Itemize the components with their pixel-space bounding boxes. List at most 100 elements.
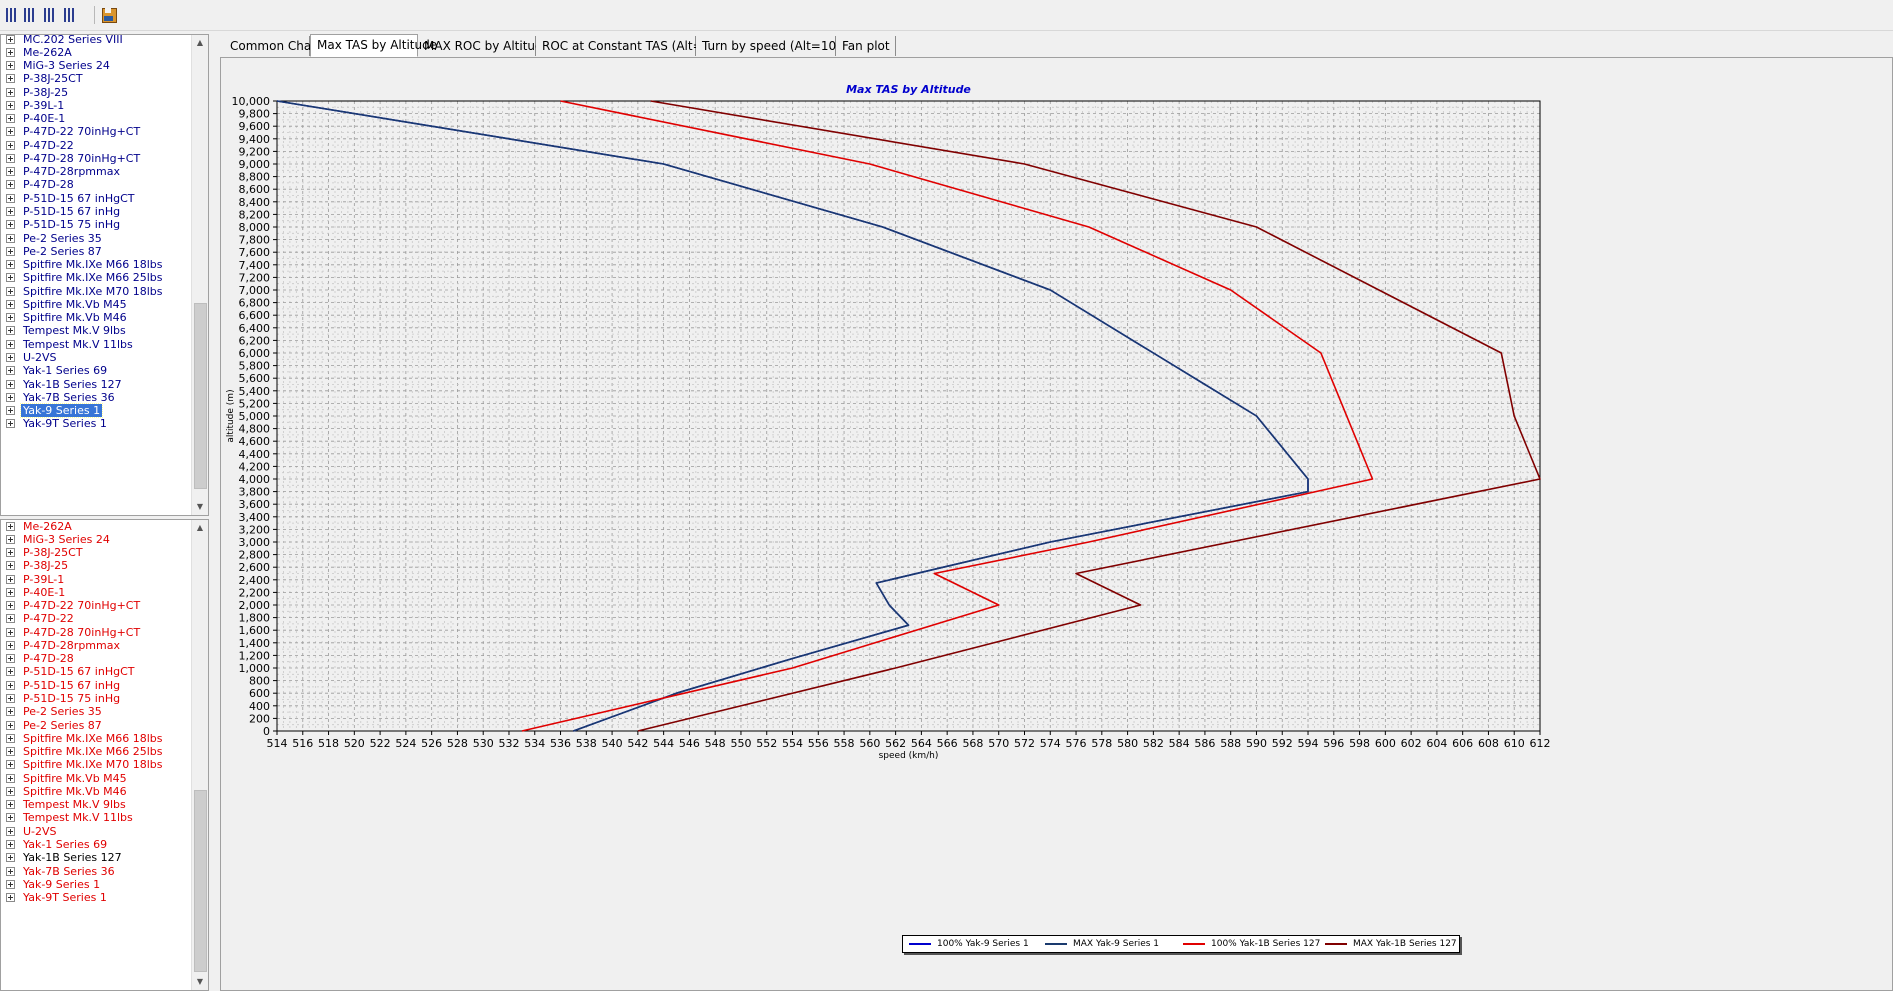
tab-fan-plot[interactable]: Fan plot	[836, 36, 896, 56]
expand-plus-icon[interactable]	[6, 548, 15, 558]
tree-item[interactable]: Yak-1 Series 69	[6, 836, 109, 851]
expand-plus-icon[interactable]	[6, 260, 15, 270]
expand-plus-icon[interactable]	[6, 180, 15, 190]
expand-plus-icon[interactable]	[6, 720, 15, 730]
expand-plus-icon[interactable]	[6, 87, 15, 97]
aircraft-tree-top[interactable]: ▲ ▼ MC.202 Series VIII Me-262A MiG-3 Serie…	[0, 34, 209, 516]
scroll-up-icon[interactable]: ▲	[196, 38, 204, 47]
tree-item[interactable]: Spitfire Mk.Vb M46	[6, 783, 129, 798]
scroll-down-icon[interactable]: ▼	[196, 502, 204, 511]
tree-item[interactable]: Yak-1B Series 127	[6, 376, 124, 391]
expand-plus-icon[interactable]	[6, 193, 15, 203]
tree-item[interactable]: P-51D-15 75 inHg	[6, 691, 122, 706]
expand-plus-icon[interactable]	[6, 853, 15, 863]
expand-plus-icon[interactable]	[6, 313, 15, 323]
expand-plus-icon[interactable]	[6, 352, 15, 362]
expand-plus-icon[interactable]	[6, 893, 15, 903]
tree-item[interactable]: Spitfire Mk.IXe M66 25lbs	[6, 744, 164, 759]
expand-plus-icon[interactable]	[6, 866, 15, 876]
tab-max-tas-by-altitude[interactable]: Max TAS by Altitude	[310, 34, 437, 57]
expand-plus-icon[interactable]	[6, 286, 15, 296]
bar-chart-icon[interactable]	[24, 8, 38, 22]
expand-plus-icon[interactable]	[6, 627, 15, 637]
expand-plus-icon[interactable]	[6, 640, 15, 650]
scroll-thumb[interactable]	[194, 303, 207, 489]
tree-item[interactable]: P-47D-28rpmmax	[6, 164, 122, 179]
tree-item[interactable]: P-38J-25	[6, 558, 70, 573]
expand-plus-icon[interactable]	[6, 614, 15, 624]
tree-item[interactable]: Spitfire Mk.IXe M66 18lbs	[6, 257, 164, 272]
tree-item[interactable]: Me-262A	[6, 520, 74, 533]
expand-plus-icon[interactable]	[6, 100, 15, 110]
expand-plus-icon[interactable]	[6, 826, 15, 836]
tree-item[interactable]: Tempest Mk.V 9lbs	[6, 797, 128, 812]
tree-item[interactable]: P-47D-22 70inHg+CT	[6, 124, 142, 139]
expand-plus-icon[interactable]	[6, 114, 15, 124]
expand-plus-icon[interactable]	[6, 74, 15, 84]
tree-item[interactable]: Tempest Mk.V 9lbs	[6, 323, 128, 338]
expand-plus-icon[interactable]	[6, 47, 15, 57]
tree-item[interactable]: Yak-9T Series 1	[6, 890, 109, 905]
expand-plus-icon[interactable]	[6, 207, 15, 216]
expand-plus-icon[interactable]	[6, 680, 15, 690]
expand-plus-icon[interactable]	[6, 601, 15, 611]
tree-item[interactable]: P-47D-28rpmmax	[6, 637, 122, 652]
tree-top-scrollbar[interactable]: ▲ ▼	[191, 35, 208, 515]
tree-item[interactable]: P-38J-25CT	[6, 545, 85, 560]
aircraft-tree-bottom[interactable]: ▲ ▼ Me-262A MiG-3 Series 24 P-38J-25CT P-38…	[0, 519, 209, 991]
expand-plus-icon[interactable]	[6, 561, 15, 571]
save-icon[interactable]	[101, 7, 117, 23]
bar-chart-icon[interactable]	[64, 8, 78, 22]
tree-item[interactable]: P-47D-28 70inHg+CT	[6, 624, 142, 639]
expand-plus-icon[interactable]	[6, 839, 15, 849]
tree-item[interactable]: P-47D-22	[6, 611, 76, 626]
tab-common-charts[interactable]: Common Charts	[224, 36, 327, 56]
tree-item[interactable]: Spitfire Mk.Vb M45	[6, 770, 129, 785]
tree-item[interactable]: Tempest Mk.V 11lbs	[6, 810, 135, 825]
tree-item[interactable]: P-47D-22	[6, 137, 76, 152]
expand-plus-icon[interactable]	[6, 153, 15, 163]
tree-item[interactable]: Spitfire Mk.IXe M70 18lbs	[6, 283, 164, 298]
expand-plus-icon[interactable]	[6, 747, 15, 757]
expand-plus-icon[interactable]	[6, 220, 15, 230]
expand-plus-icon[interactable]	[6, 339, 15, 349]
tree-item[interactable]: P-51D-15 75 inHg	[6, 217, 122, 232]
scroll-thumb[interactable]	[194, 790, 207, 972]
tree-item[interactable]: P-51D-15 67 inHgCT	[6, 190, 136, 205]
tree-item[interactable]: P-47D-28	[6, 177, 76, 192]
expand-plus-icon[interactable]	[6, 654, 15, 664]
expand-plus-icon[interactable]	[6, 574, 15, 584]
expand-plus-icon[interactable]	[6, 127, 15, 137]
expand-plus-icon[interactable]	[6, 392, 15, 402]
tab-max-roc-by-altitude[interactable]: MAX ROC by Altitude	[418, 36, 550, 56]
tree-item[interactable]: MiG-3 Series 24	[6, 58, 112, 73]
expand-plus-icon[interactable]	[6, 813, 15, 823]
expand-plus-icon[interactable]	[6, 773, 15, 783]
tree-item[interactable]: P-39L-1	[6, 571, 66, 586]
tree-item[interactable]: P-51D-15 67 inHg	[6, 677, 122, 692]
tree-item[interactable]: Pe-2 Series 35	[6, 230, 104, 245]
tree-item[interactable]: Pe-2 Series 87	[6, 243, 104, 258]
expand-plus-icon[interactable]	[6, 587, 15, 597]
tree-item[interactable]: P-51D-15 67 inHg	[6, 204, 122, 219]
tree-item[interactable]: MiG-3 Series 24	[6, 531, 112, 546]
expand-plus-icon[interactable]	[6, 534, 15, 544]
tab-roc-at-constant-tas[interactable]: ROC at Constant TAS (Alt=0m)	[536, 36, 727, 56]
expand-plus-icon[interactable]	[6, 273, 15, 283]
expand-plus-icon[interactable]	[6, 667, 15, 677]
expand-plus-icon[interactable]	[6, 406, 15, 416]
tree-item[interactable]: Spitfire Mk.IXe M66 18lbs	[6, 730, 164, 745]
expand-plus-icon[interactable]	[6, 733, 15, 743]
expand-plus-icon[interactable]	[6, 800, 15, 810]
tree-item[interactable]: Yak-7B Series 36	[6, 863, 117, 878]
expand-plus-icon[interactable]	[6, 760, 15, 770]
tree-item[interactable]: Yak-9 Series 1	[6, 403, 104, 419]
expand-plus-icon[interactable]	[6, 326, 15, 336]
expand-plus-icon[interactable]	[6, 140, 15, 150]
tab-turn-by-speed[interactable]: Turn by speed (Alt=1000m)	[696, 36, 868, 56]
expand-plus-icon[interactable]	[6, 35, 15, 44]
expand-plus-icon[interactable]	[6, 786, 15, 796]
tree-item[interactable]: Me-262A	[6, 44, 74, 59]
tree-item[interactable]: P-51D-15 67 inHgCT	[6, 664, 136, 679]
tree-item[interactable]: Spitfire Mk.Vb M45	[6, 296, 129, 311]
